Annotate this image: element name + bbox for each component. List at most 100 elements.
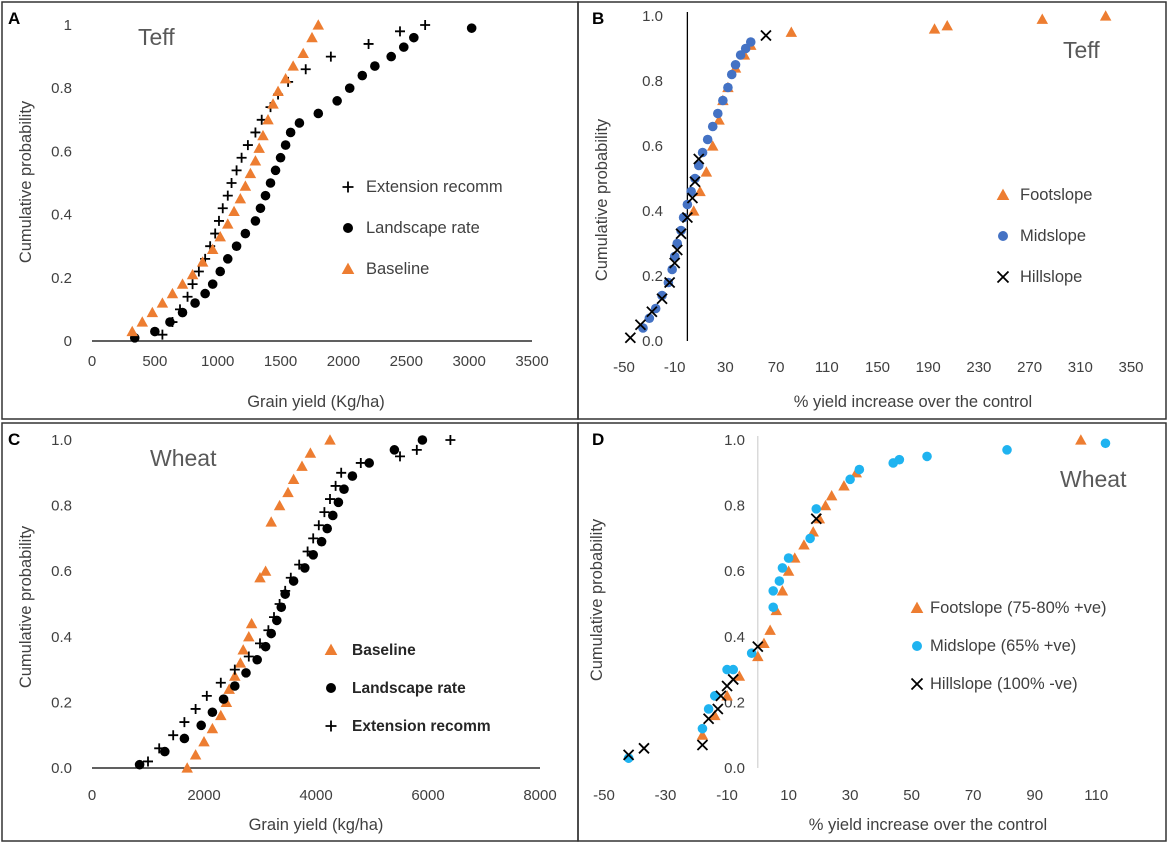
data-point bbox=[257, 129, 269, 141]
data-point bbox=[222, 254, 233, 264]
data-point bbox=[657, 290, 667, 301]
y-tick-label: 0.4 bbox=[51, 207, 72, 224]
series-landscape-rate bbox=[129, 23, 477, 343]
data-point bbox=[168, 730, 179, 741]
data-point bbox=[279, 72, 292, 84]
data-point bbox=[638, 742, 650, 754]
data-point bbox=[177, 307, 188, 318]
data-point bbox=[810, 513, 822, 525]
data-point bbox=[330, 480, 341, 491]
data-point bbox=[226, 178, 237, 188]
data-point bbox=[723, 82, 733, 93]
panel-b-title: Teff bbox=[1063, 37, 1100, 63]
data-point bbox=[364, 458, 375, 468]
data-point bbox=[702, 134, 713, 145]
data-point bbox=[466, 23, 477, 33]
data-point bbox=[686, 192, 699, 204]
data-point bbox=[928, 23, 941, 34]
panel-letter-b: B bbox=[592, 9, 604, 28]
x-tick-label: 150 bbox=[865, 359, 890, 376]
data-point bbox=[389, 445, 400, 455]
data-point bbox=[726, 69, 737, 80]
data-point bbox=[262, 114, 274, 125]
data-point bbox=[165, 317, 175, 327]
legend-marker bbox=[996, 188, 1010, 201]
data-point bbox=[294, 559, 305, 570]
data-point bbox=[296, 460, 308, 471]
data-point bbox=[745, 37, 756, 47]
data-point bbox=[243, 631, 255, 642]
data-point bbox=[386, 51, 397, 62]
data-point bbox=[764, 624, 776, 635]
data-point bbox=[259, 565, 272, 576]
data-point bbox=[785, 26, 798, 37]
y-tick-label: 0.8 bbox=[642, 73, 663, 90]
data-point bbox=[250, 127, 261, 138]
legend-label: Extension recomm bbox=[366, 178, 503, 196]
data-point bbox=[675, 228, 687, 240]
data-point bbox=[709, 709, 721, 721]
data-point bbox=[274, 599, 285, 609]
panel-a-ylabel: Cumulative probability bbox=[17, 100, 35, 263]
panel-a-plot: 0 500 1000 1500 2000 2500 3000 3500 0 0.2 0.4 0.6 0.… bbox=[51, 17, 549, 370]
data-point bbox=[229, 664, 240, 675]
x-tick-label: 310 bbox=[1068, 359, 1093, 376]
x-tick-label: -30 bbox=[655, 787, 677, 804]
x-tick-label: 8000 bbox=[523, 787, 556, 804]
data-point bbox=[249, 155, 262, 166]
data-point bbox=[265, 516, 277, 527]
x-tick-label: 4000 bbox=[299, 787, 332, 804]
data-point bbox=[280, 585, 291, 596]
data-point bbox=[656, 293, 668, 305]
data-point bbox=[1100, 438, 1111, 449]
data-point bbox=[941, 20, 953, 31]
data-point bbox=[228, 205, 240, 217]
data-point bbox=[222, 218, 234, 229]
x-tick-label: -10 bbox=[716, 787, 738, 804]
data-point bbox=[269, 612, 279, 623]
data-point bbox=[126, 325, 138, 337]
data-point bbox=[150, 326, 160, 337]
data-point bbox=[838, 480, 850, 491]
data-point bbox=[805, 533, 815, 544]
data-point bbox=[768, 586, 779, 596]
legend-label: Footslope bbox=[1020, 186, 1092, 204]
x-tick-label: -10 bbox=[664, 359, 686, 376]
data-point bbox=[1002, 445, 1012, 455]
data-point bbox=[218, 694, 229, 704]
y-tick-label: 0.8 bbox=[51, 80, 72, 97]
data-point bbox=[187, 279, 198, 290]
data-point bbox=[718, 95, 728, 106]
data-point bbox=[395, 26, 405, 37]
y-tick-label: 0.6 bbox=[724, 563, 745, 580]
data-point bbox=[324, 434, 336, 445]
legend-label: Footslope (75-80% +ve) bbox=[930, 599, 1107, 617]
legend: Extension recomm Landscape rate Baseline bbox=[341, 178, 503, 278]
y-tick-label: 0.2 bbox=[51, 270, 72, 287]
data-point bbox=[193, 266, 204, 277]
data-point bbox=[136, 316, 149, 327]
data-point bbox=[727, 673, 739, 686]
data-point bbox=[234, 193, 247, 204]
data-point bbox=[189, 749, 202, 760]
x-tick-label: 350 bbox=[1118, 359, 1143, 376]
panel-d-plot: -50 -30 -10 10 30 50 70 90 1100.00.20.40.60.81.0… bbox=[593, 432, 1111, 804]
data-point bbox=[445, 435, 456, 445]
data-point bbox=[768, 602, 779, 613]
data-point bbox=[196, 720, 206, 731]
data-point bbox=[760, 29, 772, 42]
data-point bbox=[146, 306, 159, 318]
legend: Footslope (75-80% +ve) Midslope (65% +ve)… bbox=[910, 599, 1107, 693]
series-baseline bbox=[126, 19, 325, 337]
legend-label: Hillslope (100% -ve) bbox=[930, 675, 1078, 693]
data-point bbox=[306, 31, 318, 43]
legend-marker bbox=[326, 683, 336, 693]
data-point bbox=[240, 228, 251, 239]
data-point bbox=[740, 43, 751, 54]
data-point bbox=[302, 546, 313, 557]
x-tick-label: 230 bbox=[966, 359, 991, 376]
data-point bbox=[715, 690, 727, 702]
data-point bbox=[693, 153, 705, 165]
legend-marker bbox=[912, 641, 922, 651]
